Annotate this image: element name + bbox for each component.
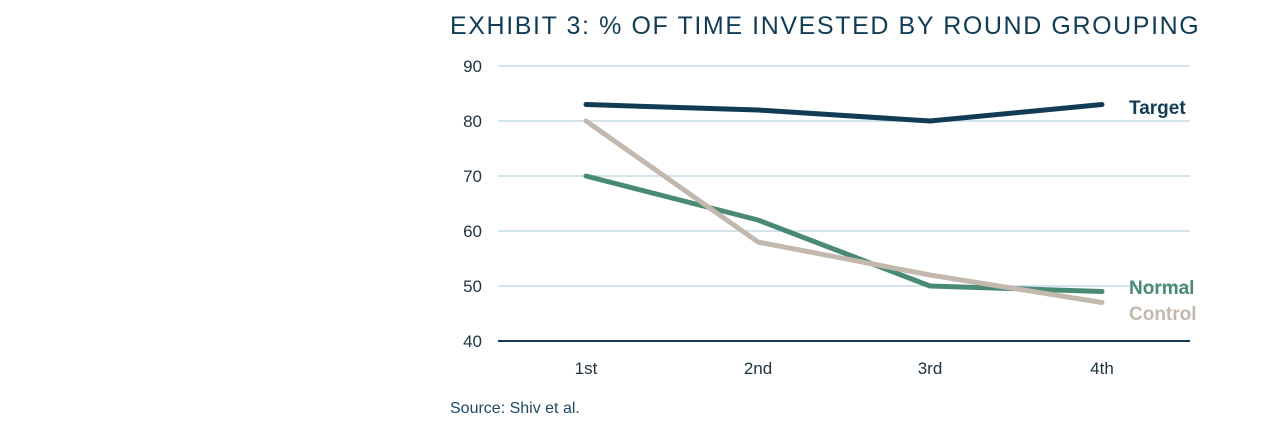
series-line-control — [583, 118, 1105, 305]
y-tick-label: 60 — [463, 222, 482, 241]
series-label-target: Target — [1129, 98, 1186, 119]
x-tick-label: 3rd — [918, 359, 943, 378]
gridlines — [498, 65, 1190, 342]
x-axis-ticks: 1st 2nd 3rd 4th — [575, 359, 1114, 378]
x-tick-label: 2nd — [744, 359, 772, 378]
y-axis-ticks: 40 50 60 70 80 90 — [463, 57, 482, 351]
series-line-target — [583, 102, 1105, 124]
y-tick-label: 90 — [463, 57, 482, 76]
series-labels: Target Normal Control — [1129, 98, 1197, 325]
chart-title: EXHIBIT 3: % OF TIME INVESTED BY ROUND G… — [450, 12, 1201, 40]
y-tick-label: 80 — [463, 112, 482, 131]
source-note: Source: Shiv et al. — [450, 400, 580, 417]
x-tick-label: 4th — [1090, 359, 1114, 378]
y-tick-label: 50 — [463, 277, 482, 296]
y-tick-label: 70 — [463, 167, 482, 186]
series-label-normal: Normal — [1129, 278, 1194, 299]
x-tick-label: 1st — [575, 359, 598, 378]
series-line-normal — [583, 173, 1105, 294]
y-tick-label: 40 — [463, 332, 482, 351]
series-lines — [583, 102, 1105, 305]
series-label-control: Control — [1129, 304, 1197, 325]
